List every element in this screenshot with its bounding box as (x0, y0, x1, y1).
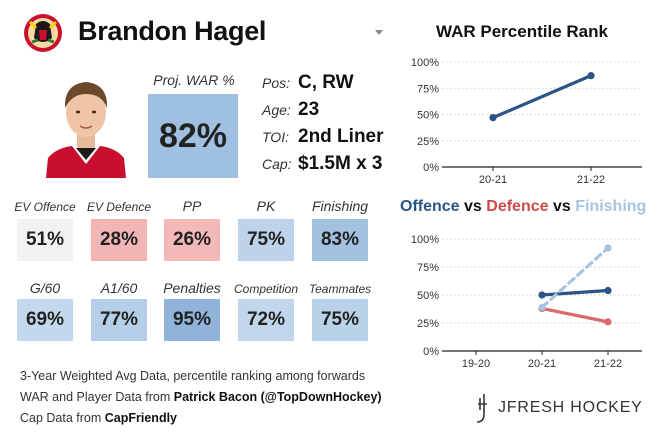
footer-cap-prefix: Cap Data from (20, 411, 105, 425)
team-logo (24, 14, 62, 52)
metric-label-competition: Competition (233, 282, 299, 296)
chevron-down-icon[interactable] (375, 30, 383, 35)
brand: JFRESH HOCKEY (474, 392, 643, 424)
chart-war-y-tick-label: 25% (417, 136, 439, 148)
player-name: Brandon Hagel (78, 16, 267, 46)
metric-value-finishing: 83% (312, 219, 368, 261)
metric-label-penalties: Penalties (163, 280, 221, 296)
proj-war-label: Proj. WAR % (153, 72, 235, 88)
chart-war-x-tick-label: 20-21 (479, 174, 507, 186)
footer-cap-source: Cap Data from CapFriendly (20, 411, 177, 425)
metric-label-ev-defence: EV Defence (86, 200, 152, 214)
cap-label: Cap: (262, 156, 292, 172)
chart-ovd-title-vs-1: vs (459, 198, 487, 215)
metric-value-competition: 72% (238, 299, 294, 341)
chart-war-series-line-0 (491, 74, 593, 120)
metric-label-teammates: Teammates (308, 282, 372, 296)
chart-war-y-tick-label: 100% (411, 57, 439, 69)
chart-war-x-tick-label: 21-22 (577, 174, 605, 186)
brand-logo-icon (476, 394, 487, 423)
chart-ovd-title-defence: Defence (486, 198, 549, 215)
metric-label-pp: PP (182, 198, 202, 214)
chart-war-y-tick-label: 0% (423, 162, 439, 174)
info-toi: TOI: 2nd Liner (262, 126, 384, 148)
metric-value-g60: 69% (17, 299, 73, 341)
metric-label-pk: PK (256, 198, 276, 214)
info-cap: Cap: $1.5M x 3 (262, 153, 383, 175)
age-label: Age: (262, 102, 291, 118)
metric-value-ev-defence: 28% (91, 219, 147, 261)
chart-ovd-title: Offence vs Defence vs Finishing (400, 198, 646, 216)
metric-value-pp: 26% (164, 219, 220, 261)
chart-war-title: WAR Percentile Rank (436, 22, 608, 41)
metric-label-g60: G/60 (29, 280, 61, 296)
toi-label: TOI: (262, 129, 289, 145)
footer-war-source-name: Patrick Bacon (@TopDownHockey) (173, 390, 382, 404)
chart-war-point-0 (587, 72, 595, 80)
chart-war-y-tick-label: 50% (417, 110, 439, 122)
metric-value-a1-60: 77% (91, 299, 147, 341)
footer-cap-source-name: CapFriendly (104, 411, 178, 425)
position-label: Pos: (262, 75, 291, 91)
footer-note: 3-Year Weighted Avg Data, percentile ran… (20, 369, 366, 383)
chart-ovd-title-offence: Offence (400, 198, 460, 215)
metric-value-teammates: 75% (312, 299, 368, 341)
info-position: Pos: C, RW (262, 72, 354, 94)
metric-label-ev-offence: EV Offence (14, 200, 76, 214)
chart-war-y-tick-label: 75% (417, 83, 439, 95)
age-value: 23 (298, 99, 320, 120)
metric-value-pk: 75% (238, 219, 294, 261)
chart-ovd-title-finishing: Finishing (575, 198, 647, 215)
footer-war-prefix: WAR and Player Data from (20, 390, 174, 404)
brand-name: JFRESH HOCKEY (498, 399, 643, 416)
chart-ovd-title-vs-2: vs (548, 198, 576, 215)
toi-value: 2nd Liner (298, 126, 384, 147)
cap-value: $1.5M x 3 (298, 153, 383, 174)
proj-war-value: 82% (148, 94, 238, 178)
footer-war-source: WAR and Player Data from Patrick Bacon (… (20, 390, 382, 404)
metric-value-penalties: 95% (164, 299, 220, 341)
chart-war-point-0 (489, 114, 497, 122)
info-age: Age: 23 (262, 99, 319, 121)
position-value: C, RW (298, 72, 354, 93)
metric-label-finishing: Finishing (311, 198, 369, 214)
player-headshot (42, 68, 130, 178)
metric-value-ev-offence: 51% (17, 219, 73, 261)
metric-label-a1-60: A1/60 (100, 280, 138, 296)
